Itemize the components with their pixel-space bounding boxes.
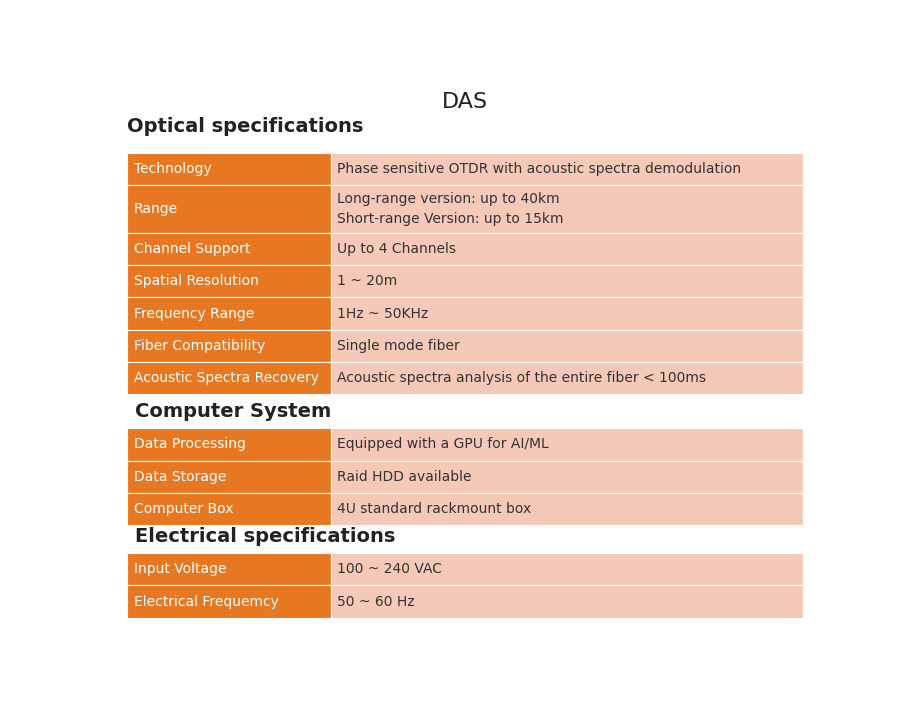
Text: Acoustic spectra analysis of the entire fiber < 100ms: Acoustic spectra analysis of the entire …	[337, 372, 706, 385]
Bar	[331, 428, 804, 461]
Bar	[127, 493, 331, 526]
Text: Computer System: Computer System	[135, 402, 331, 420]
Text: 100 ~ 240 VAC: 100 ~ 240 VAC	[337, 562, 441, 576]
Bar	[127, 265, 331, 297]
Text: Optical specifications: Optical specifications	[127, 117, 364, 136]
Bar	[331, 233, 804, 265]
Bar	[331, 330, 804, 362]
Text: Single mode fiber: Single mode fiber	[337, 339, 459, 353]
Bar	[127, 233, 331, 265]
Text: Electrical specifications: Electrical specifications	[135, 526, 396, 546]
Text: Technology: Technology	[133, 162, 212, 176]
Bar	[127, 362, 331, 395]
Bar	[127, 585, 331, 618]
Bar	[331, 265, 804, 297]
Text: Data Storage: Data Storage	[133, 469, 226, 484]
Text: Up to 4 Channels: Up to 4 Channels	[337, 242, 456, 256]
Text: Phase sensitive OTDR with acoustic spectra demodulation: Phase sensitive OTDR with acoustic spect…	[337, 162, 741, 176]
Bar	[127, 553, 331, 585]
Text: Spatial Resolution: Spatial Resolution	[133, 274, 259, 288]
Bar	[331, 362, 804, 395]
Text: Raid HDD available: Raid HDD available	[337, 469, 471, 484]
Bar	[127, 153, 331, 185]
Bar	[331, 553, 804, 585]
Bar	[331, 297, 804, 330]
Bar	[331, 153, 804, 185]
Text: Computer Box: Computer Box	[133, 502, 233, 516]
Text: Range: Range	[133, 202, 178, 216]
Text: Acoustic Spectra Recovery: Acoustic Spectra Recovery	[133, 372, 319, 385]
Bar	[127, 330, 331, 362]
Bar	[127, 185, 331, 233]
Bar	[331, 493, 804, 526]
Text: Long-range version: up to 40km
Short-range Version: up to 15km: Long-range version: up to 40km Short-ran…	[337, 192, 563, 225]
Text: Input Voltage: Input Voltage	[133, 562, 226, 576]
Bar	[127, 428, 331, 461]
Bar	[331, 185, 804, 233]
Text: Channel Support: Channel Support	[133, 242, 250, 256]
Text: Fiber Compatibility: Fiber Compatibility	[133, 339, 265, 353]
Text: Data Processing: Data Processing	[133, 438, 245, 451]
Bar	[331, 461, 804, 493]
Text: Equipped with a GPU for AI/ML: Equipped with a GPU for AI/ML	[337, 438, 548, 451]
Text: 1Hz ~ 50KHz: 1Hz ~ 50KHz	[337, 307, 428, 320]
Text: 4U standard rackmount box: 4U standard rackmount box	[337, 502, 531, 516]
Text: 1 ~ 20m: 1 ~ 20m	[337, 274, 397, 288]
Bar	[127, 297, 331, 330]
Text: Electrical Frequemcy: Electrical Frequemcy	[133, 595, 279, 608]
Bar	[127, 461, 331, 493]
Bar	[331, 585, 804, 618]
Text: 50 ~ 60 Hz: 50 ~ 60 Hz	[337, 595, 414, 608]
Text: DAS: DAS	[442, 91, 489, 112]
Text: Frequency Range: Frequency Range	[133, 307, 254, 320]
